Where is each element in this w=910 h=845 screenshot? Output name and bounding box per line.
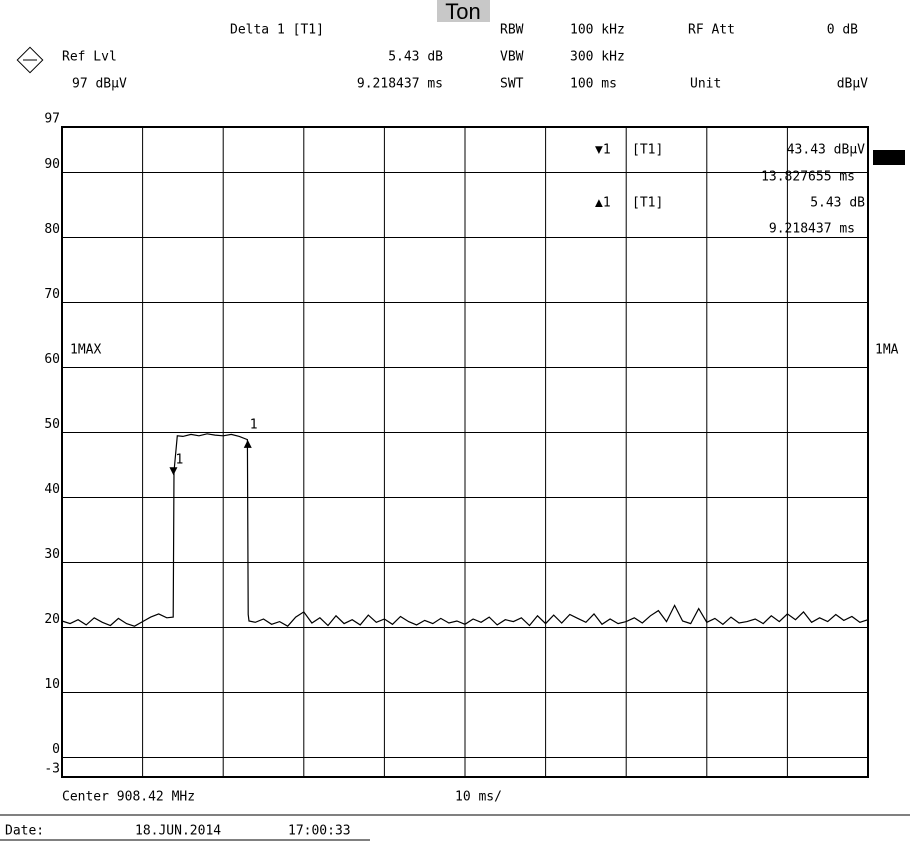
swt-label: SWT (500, 77, 524, 92)
unit: dBμV (837, 77, 868, 92)
delta-label: Delta 1 [T1] (230, 23, 324, 38)
delta-level: 5.43 dB (388, 50, 443, 65)
title-bg (437, 0, 490, 22)
marker-id: ▲1 (595, 196, 611, 211)
marker (169, 467, 178, 476)
plot-frame (61, 126, 869, 778)
logo (16, 46, 44, 74)
ref-lvl: 97 dBμV (72, 77, 127, 92)
rf-att: 0 dB (827, 23, 858, 38)
trace-label: 1MAX (70, 343, 101, 358)
y-tick-label: 0 (52, 742, 60, 757)
marker-label: 1 (250, 417, 258, 432)
trace-line (61, 433, 869, 627)
marker-time: 9.218437 ms (769, 222, 855, 237)
marker-level: 43.43 dBμV (787, 143, 865, 158)
x-label-center: 10 ms/ (455, 790, 502, 805)
marker-label: 1 (175, 453, 183, 468)
trace-label-right: 1MA (875, 343, 899, 358)
y-tick-label: 90 (44, 157, 60, 172)
date: 18.JUN.2014 (135, 824, 221, 839)
y-tick-label: 20 (44, 612, 60, 627)
marker-id: ▼1 (595, 143, 611, 158)
rbw: 100 kHz (570, 23, 625, 38)
x-label-left: Center 908.42 MHz (62, 790, 195, 805)
y-tick-label: 40 (44, 482, 60, 497)
marker-level: 5.43 dB (810, 196, 865, 211)
y-tick-label: 30 (44, 547, 60, 562)
time: 17:00:33 (288, 824, 351, 839)
marker-trace: [T1] (632, 196, 663, 211)
y-tick-label: 10 (44, 677, 60, 692)
marker-time: 13.827655 ms (761, 170, 855, 185)
swt: 100 ms (570, 77, 617, 92)
ref-lvl-label: Ref Lvl (62, 50, 117, 65)
delta-time: 9.218437 ms (357, 77, 443, 92)
unit-label: Unit (690, 77, 721, 92)
y-tick-label: 70 (44, 287, 60, 302)
y-tick-label: 97 (44, 112, 60, 127)
chart-title: Ton (445, 0, 480, 24)
y-tick-label: 60 (44, 352, 60, 367)
rf-att-label: RF Att (688, 23, 735, 38)
status-block (873, 150, 905, 165)
marker-trace: [T1] (632, 143, 663, 158)
rbw-label: RBW (500, 23, 524, 38)
y-tick-label: 50 (44, 417, 60, 432)
marker (243, 439, 252, 448)
date-label: Date: (5, 824, 44, 839)
vbw: 300 kHz (570, 50, 625, 65)
vbw-label: VBW (500, 50, 524, 65)
y-tick-label: -3 (44, 762, 60, 777)
y-tick-label: 80 (44, 222, 60, 237)
